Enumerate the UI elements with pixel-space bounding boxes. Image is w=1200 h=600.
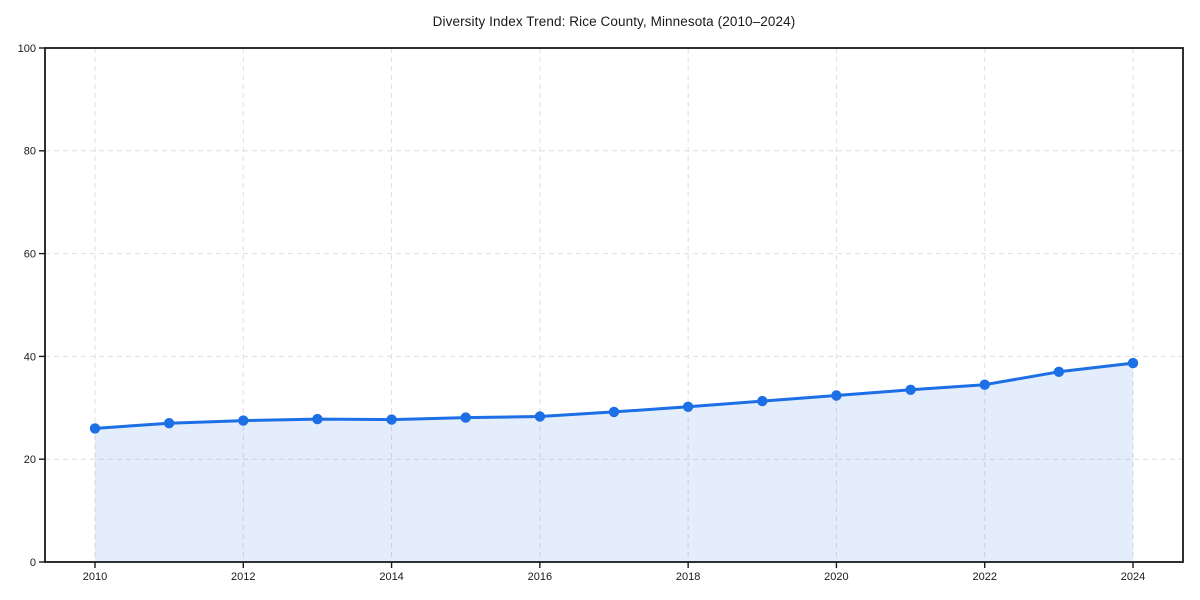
data-point [1053,366,1065,377]
data-point [386,414,397,425]
data-point [682,401,694,412]
y-tick-label: 80 [24,146,36,158]
data-point [608,406,620,418]
x-tick-label: 2024 [1121,571,1145,583]
x-tick-label: 2018 [676,571,700,583]
x-tick-label: 2020 [824,571,848,583]
x-tick-label: 2014 [379,571,403,583]
x-tick-label: 2012 [231,571,255,583]
x-tick-label: 2022 [972,571,996,583]
data-point [979,379,990,390]
data-point [163,418,175,429]
y-tick-label: 20 [24,454,36,466]
axis-tick-labels: 0 20 40 60 80 100 2010 2012 2014 2016 2018 2020 2022… [18,43,1146,583]
data-point [757,395,768,407]
data-point [460,412,471,423]
data-point [534,411,546,422]
data-point [905,384,916,395]
data-points [89,357,1139,434]
y-tick-label: 60 [24,248,36,260]
data-point [89,423,101,434]
axis-ticks [39,47,1134,568]
y-tick-label: 0 [30,557,36,569]
y-tick-label: 40 [24,351,36,363]
chart-title: Diversity Index Trend: Rice County, Minn… [432,14,796,29]
data-point [312,413,323,425]
area-fill [95,363,1133,562]
data-point [238,415,249,426]
data-point [1127,357,1139,369]
plot-border [44,47,1184,563]
data-point [831,390,842,401]
x-tick-label: 2010 [83,571,107,583]
x-tick-label: 2016 [528,571,552,583]
y-tick-label: 100 [18,43,36,55]
